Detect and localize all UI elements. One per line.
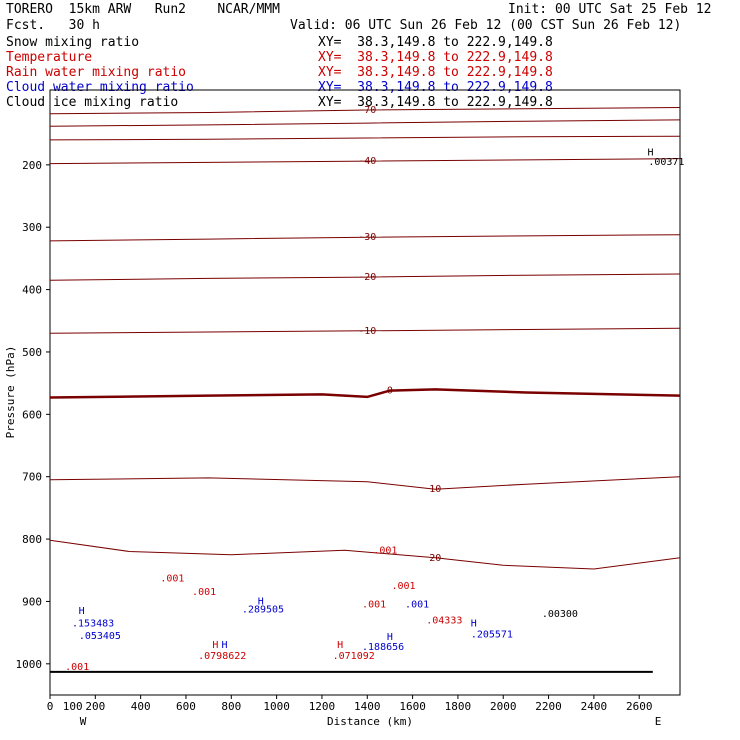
y-tick-label: 700 bbox=[22, 471, 42, 484]
y-tick-label: 400 bbox=[22, 284, 42, 297]
field-xy-snow: XY= 38.3,149.8 to 222.9,149.8 bbox=[318, 35, 553, 50]
maximum-marker: H bbox=[258, 597, 264, 608]
temperature-contour bbox=[49, 234, 681, 242]
init-time: Init: 00 UTC Sat 25 Feb 12 bbox=[508, 2, 712, 17]
contour-label: 0 bbox=[387, 386, 393, 397]
contour-value-annotation: .053405 bbox=[79, 631, 121, 642]
contour-value-annotation: .001 bbox=[391, 581, 415, 592]
field-label-cloud-ice: Cloud ice mixing ratio bbox=[6, 95, 179, 110]
contour-value-annotation: .00371 bbox=[648, 157, 684, 168]
y-tick-label: 500 bbox=[22, 346, 42, 359]
temperature-contour bbox=[49, 327, 681, 334]
maximum-marker: H bbox=[79, 606, 85, 617]
contour-value-annotation: .153483 bbox=[72, 618, 114, 629]
temperature-contour bbox=[49, 476, 681, 490]
y-tick-label: 800 bbox=[22, 533, 42, 546]
x-tick-label: 0 bbox=[47, 700, 54, 713]
contour-value-annotation: .00300 bbox=[542, 609, 578, 620]
contour-label: 10 bbox=[429, 484, 441, 495]
x-axis-title: Distance (km) bbox=[327, 715, 413, 728]
x-tick-label: 1800 bbox=[445, 700, 472, 713]
y-tick-label: 300 bbox=[22, 221, 42, 234]
maximum-marker: H bbox=[212, 640, 218, 651]
contour-label: -20 bbox=[358, 272, 376, 283]
x-tick-label: 2600 bbox=[626, 700, 653, 713]
contour-value-annotation: .001 bbox=[160, 574, 184, 585]
y-tick-label: 600 bbox=[22, 408, 42, 421]
valid-time: Valid: 06 UTC Sun 26 Feb 12 (00 CST Sun … bbox=[290, 18, 682, 33]
contour-label: -30 bbox=[358, 232, 376, 243]
contour-value-annotation: .04333 bbox=[426, 615, 462, 626]
x-axis-west-label: W bbox=[80, 715, 87, 728]
temperature-contour bbox=[49, 273, 681, 281]
contour-value-annotation: .001 bbox=[362, 600, 386, 611]
maximum-marker: H bbox=[221, 640, 227, 651]
temperature-contour bbox=[49, 119, 681, 127]
contour-value-annotation: .205571 bbox=[471, 630, 513, 641]
x-tick-label: 1600 bbox=[399, 700, 426, 713]
contour-label: 20 bbox=[429, 553, 441, 564]
x-tick-label: 1200 bbox=[309, 700, 336, 713]
contour-value-annotation: .001 bbox=[405, 600, 429, 611]
model-title: TORERO 15km ARW Run2 NCAR/MMM bbox=[6, 2, 280, 17]
temperature-contour bbox=[49, 388, 681, 399]
x-tick-label: 2000 bbox=[490, 700, 517, 713]
x-tick-label: 1000 bbox=[263, 700, 290, 713]
temperature-contour bbox=[49, 158, 681, 165]
field-label-cloud-water: Cloud water mixing ratio bbox=[6, 80, 194, 95]
contour-label: -40 bbox=[358, 156, 376, 167]
x-axis-east-label: E bbox=[655, 715, 662, 728]
field-label-rain: Rain water mixing ratio bbox=[6, 65, 187, 80]
x-tick-label: 1400 bbox=[354, 700, 381, 713]
x-tick-label: 200 bbox=[85, 700, 105, 713]
forecast-hour: Fcst. 30 h bbox=[6, 18, 100, 33]
contour-value-annotation: .071092 bbox=[333, 651, 375, 662]
y-tick-label: 200 bbox=[22, 159, 42, 172]
field-xy-temperature: XY= 38.3,149.8 to 222.9,149.8 bbox=[318, 50, 553, 65]
maximum-marker: H bbox=[471, 618, 477, 629]
contour-value-annotation: .001 bbox=[65, 662, 89, 673]
contour-value-annotation: .001 bbox=[192, 587, 216, 598]
field-label-snow: Snow mixing ratio bbox=[6, 35, 140, 50]
field-label-temperature: Temperature bbox=[6, 50, 93, 65]
x-tick-label: 600 bbox=[176, 700, 196, 713]
maximum-marker: H bbox=[387, 632, 393, 643]
field-xy-cloud-ice: XY= 38.3,149.8 to 222.9,149.8 bbox=[318, 95, 553, 110]
temperature-contour bbox=[49, 539, 681, 570]
plot-frame bbox=[49, 89, 681, 696]
temperature-contour bbox=[49, 107, 681, 115]
contour-label: -10 bbox=[358, 326, 376, 337]
y-tick-label: 1000 bbox=[16, 658, 43, 671]
contour-value-annotation: .001 bbox=[373, 545, 397, 556]
x-tick-label: 400 bbox=[131, 700, 151, 713]
maximum-marker: H bbox=[337, 640, 343, 651]
y-axis-title: Pressure (hPa) bbox=[4, 346, 17, 439]
temperature-contour bbox=[49, 135, 681, 141]
maximum-marker: H bbox=[647, 148, 653, 159]
x-tick-label: 2400 bbox=[581, 700, 608, 713]
x-tick-label: 2200 bbox=[535, 700, 562, 713]
contour-label: -70 bbox=[358, 105, 376, 116]
field-xy-cloud-water: XY= 38.3,149.8 to 222.9,149.8 bbox=[318, 80, 553, 95]
y-tick-label: 900 bbox=[22, 595, 42, 608]
field-xy-rain: XY= 38.3,149.8 to 222.9,149.8 bbox=[318, 65, 553, 80]
x-tick-label: 100 bbox=[63, 700, 83, 713]
contour-value-annotation: .289505 bbox=[242, 605, 284, 616]
contour-value-annotation: .188656 bbox=[362, 642, 404, 653]
x-tick-label: 800 bbox=[221, 700, 241, 713]
contour-value-annotation: .0798622 bbox=[198, 651, 246, 662]
